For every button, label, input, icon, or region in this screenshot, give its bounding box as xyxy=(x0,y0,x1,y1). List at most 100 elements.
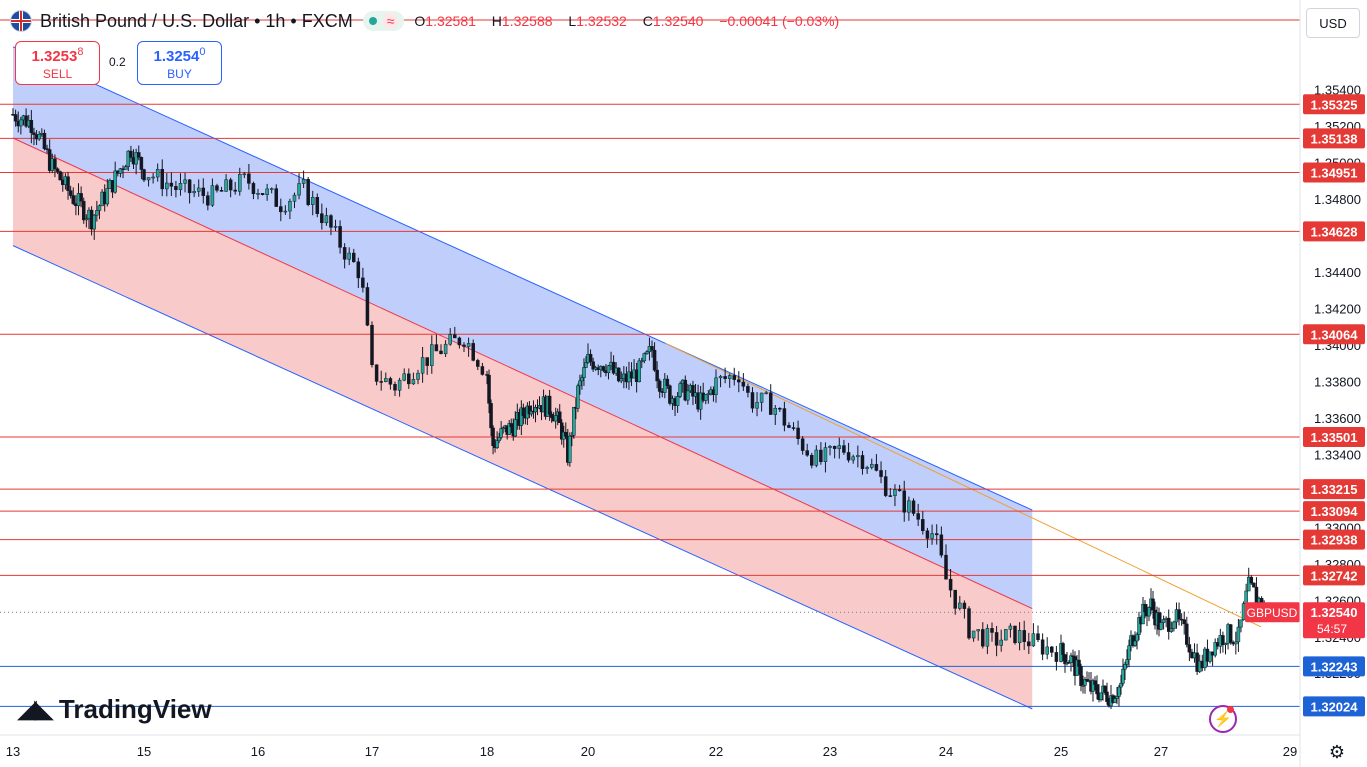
candle-body xyxy=(320,213,324,224)
candle-body xyxy=(1133,640,1137,646)
candle-body xyxy=(443,343,448,354)
time-axis[interactable]: 13 15 16 17 18 20 22 23 24 25 27 29 xyxy=(6,744,1297,759)
candle-body xyxy=(851,456,855,461)
candle-body xyxy=(1185,623,1189,645)
candle-body xyxy=(129,150,133,158)
buy-button[interactable]: 1.32540 BUY xyxy=(137,41,222,85)
level-badge-label-2: 1.34951 xyxy=(1311,165,1358,180)
candle-body xyxy=(434,344,439,352)
low-value: 1.32532 xyxy=(576,13,627,29)
candle-body xyxy=(591,361,595,370)
candle-body xyxy=(242,173,247,176)
candle-body xyxy=(425,357,429,366)
level-badge-6 xyxy=(1303,479,1365,500)
candle-body xyxy=(32,132,36,135)
level-badge-10 xyxy=(1303,656,1365,677)
channel-projection-line xyxy=(665,342,1262,628)
currency-selector[interactable]: USD xyxy=(1306,8,1360,38)
symbol-title[interactable]: British Pound / U.S. Dollar • 1h • FXCM xyxy=(40,10,353,31)
candle-body xyxy=(1095,684,1099,695)
y-tick-label-3: 1.34800 xyxy=(1314,192,1361,207)
candle-body xyxy=(105,188,110,205)
level-badge-2 xyxy=(1303,162,1365,183)
candle-body xyxy=(616,367,621,382)
candle-body xyxy=(1017,630,1022,644)
candle-body xyxy=(642,353,647,362)
level-badge-label-11: 1.32024 xyxy=(1311,699,1359,714)
candle-body xyxy=(948,578,953,591)
candle-body xyxy=(1031,633,1036,647)
candle-body xyxy=(686,390,690,401)
sell-price-main: 1.3253 xyxy=(31,47,78,65)
candle-body xyxy=(645,351,649,354)
settings-icon[interactable]: ⚙ xyxy=(1328,741,1346,762)
x-tick-label-3: 17 xyxy=(365,744,379,759)
candle-body xyxy=(37,133,41,140)
candle-body xyxy=(19,119,23,127)
channel-lower-line xyxy=(12,245,1033,710)
candle-body xyxy=(759,392,764,403)
candle-body xyxy=(352,252,356,263)
candle-body xyxy=(501,427,505,430)
candle-body xyxy=(584,362,588,368)
candle-body xyxy=(265,188,269,195)
data-delay-icon: ≈ xyxy=(382,13,399,29)
candle-body xyxy=(497,437,501,441)
high-value: 1.32588 xyxy=(501,13,553,29)
candle-body xyxy=(430,344,434,366)
sell-button[interactable]: 1.32538 SELL xyxy=(15,41,100,85)
market-status[interactable]: ≈ xyxy=(362,11,405,31)
candle-body xyxy=(1079,666,1083,686)
candle-body xyxy=(971,630,976,639)
candle-body xyxy=(210,185,215,206)
open-label: O xyxy=(414,13,426,29)
candle-body xyxy=(466,343,471,347)
level-badge-label-3: 1.34628 xyxy=(1311,224,1358,239)
candle-body xyxy=(1187,644,1192,653)
candle-body xyxy=(704,394,708,401)
level-badge-8 xyxy=(1303,529,1365,550)
candle-body xyxy=(1077,659,1081,667)
candle-body xyxy=(939,534,944,556)
candle-body xyxy=(55,168,60,172)
candle-body xyxy=(274,188,278,207)
level-badge-4 xyxy=(1303,324,1365,345)
candle-body xyxy=(1147,607,1151,617)
x-tick-label-11: 29 xyxy=(1283,744,1297,759)
candle-body xyxy=(553,415,558,422)
candle-body xyxy=(727,375,732,379)
candle-body xyxy=(547,395,552,415)
candle-body xyxy=(513,419,518,437)
candle-body xyxy=(187,179,192,194)
candle-body xyxy=(301,179,306,184)
candle-body xyxy=(178,183,183,190)
current-price-badge xyxy=(1303,602,1365,639)
level-badge-1 xyxy=(1303,128,1365,149)
candle-body xyxy=(1121,668,1125,684)
candle-body xyxy=(805,450,809,456)
candle-body xyxy=(292,194,297,202)
candle-body xyxy=(828,446,832,448)
candle-body xyxy=(893,489,897,496)
candle-body xyxy=(1161,619,1166,623)
candle-body xyxy=(814,449,819,466)
candle-body xyxy=(582,367,586,379)
candle-body xyxy=(224,179,228,192)
level-badge-label-5: 1.33501 xyxy=(1311,430,1358,445)
candle-body xyxy=(247,173,251,184)
candle-body xyxy=(601,366,606,371)
candle-body xyxy=(606,365,611,374)
candle-body xyxy=(1234,641,1238,645)
candle-body xyxy=(393,384,397,391)
level-badge-label-9: 1.32742 xyxy=(1311,568,1358,583)
candle-body xyxy=(329,215,333,228)
candle-body xyxy=(361,277,365,288)
close-label: C xyxy=(642,13,653,29)
market-open-dot-icon xyxy=(368,17,377,25)
candle-body xyxy=(310,197,315,205)
candle-body xyxy=(315,197,320,214)
candle-body xyxy=(192,191,196,194)
candle-body xyxy=(911,500,916,514)
candle-body xyxy=(137,152,141,158)
